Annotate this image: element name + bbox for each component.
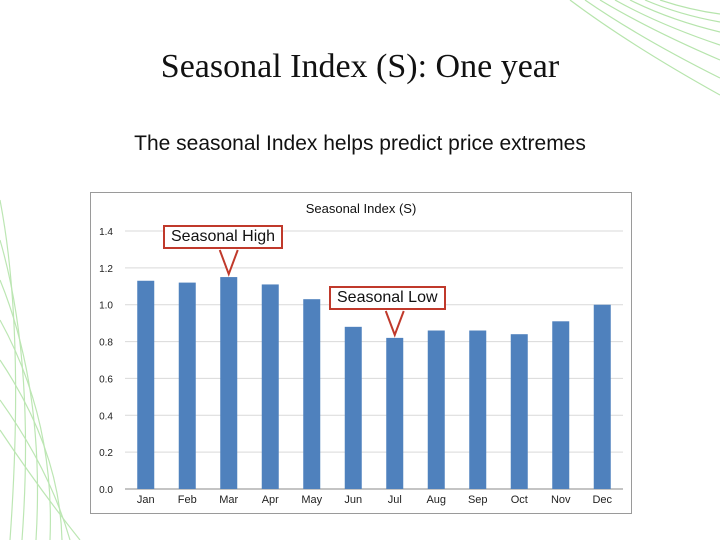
y-tick-label: 0.0 <box>99 485 113 496</box>
bar-oct <box>510 334 528 489</box>
x-tick-label: Jan <box>137 494 155 506</box>
slide-title: Seasonal Index (S): One year <box>160 48 560 85</box>
slide-subtitle: The seasonal Index helps predict price e… <box>134 132 586 155</box>
y-tick-label: 0.2 <box>99 448 113 459</box>
x-tick-label: Apr <box>262 494 279 506</box>
bar-sep <box>469 330 487 489</box>
bar-apr <box>261 284 279 489</box>
x-tick-label: Mar <box>219 494 238 506</box>
x-tick-label: Jun <box>344 494 362 506</box>
bar-jan <box>137 280 155 489</box>
y-tick-label: 0.6 <box>99 374 113 385</box>
y-tick-label: 1.4 <box>99 227 113 238</box>
chart-title: Seasonal Index (S) <box>306 201 417 216</box>
bar-feb <box>178 282 196 489</box>
y-tick-label: 0.8 <box>99 338 113 349</box>
bar-aug <box>427 330 445 489</box>
x-tick-label: Sep <box>468 494 488 506</box>
x-tick-label: Aug <box>426 494 446 506</box>
x-tick-label: Oct <box>511 494 528 506</box>
bar-dec <box>593 304 611 489</box>
bar-jun <box>344 326 362 489</box>
x-tick-label: Feb <box>178 494 197 506</box>
y-tick-label: 1.2 <box>99 264 113 275</box>
callout-high-pointer <box>218 249 239 277</box>
green-streaks-top-right <box>569 0 720 96</box>
y-tick-label: 0.4 <box>99 411 113 422</box>
bar-nov <box>552 321 570 489</box>
bar-may <box>303 299 321 489</box>
callout-seasonal-high: Seasonal High <box>163 225 284 249</box>
y-tick-label: 1.0 <box>99 301 113 312</box>
bar-mar <box>220 277 238 489</box>
x-tick-label: Nov <box>551 494 571 506</box>
green-streaks-left <box>0 199 81 540</box>
bar-jul <box>386 337 404 489</box>
x-tick-label: May <box>301 494 322 506</box>
callout-low-pointer <box>384 310 405 338</box>
x-tick-label: Jul <box>388 494 402 506</box>
chart-container: Seasonal Index (S) 0.0 0.2 0.4 0.6 0.8 1.0 1.2… <box>90 192 632 514</box>
callout-seasonal-low: Seasonal Low <box>329 286 446 310</box>
x-tick-label: Dec <box>592 494 612 506</box>
